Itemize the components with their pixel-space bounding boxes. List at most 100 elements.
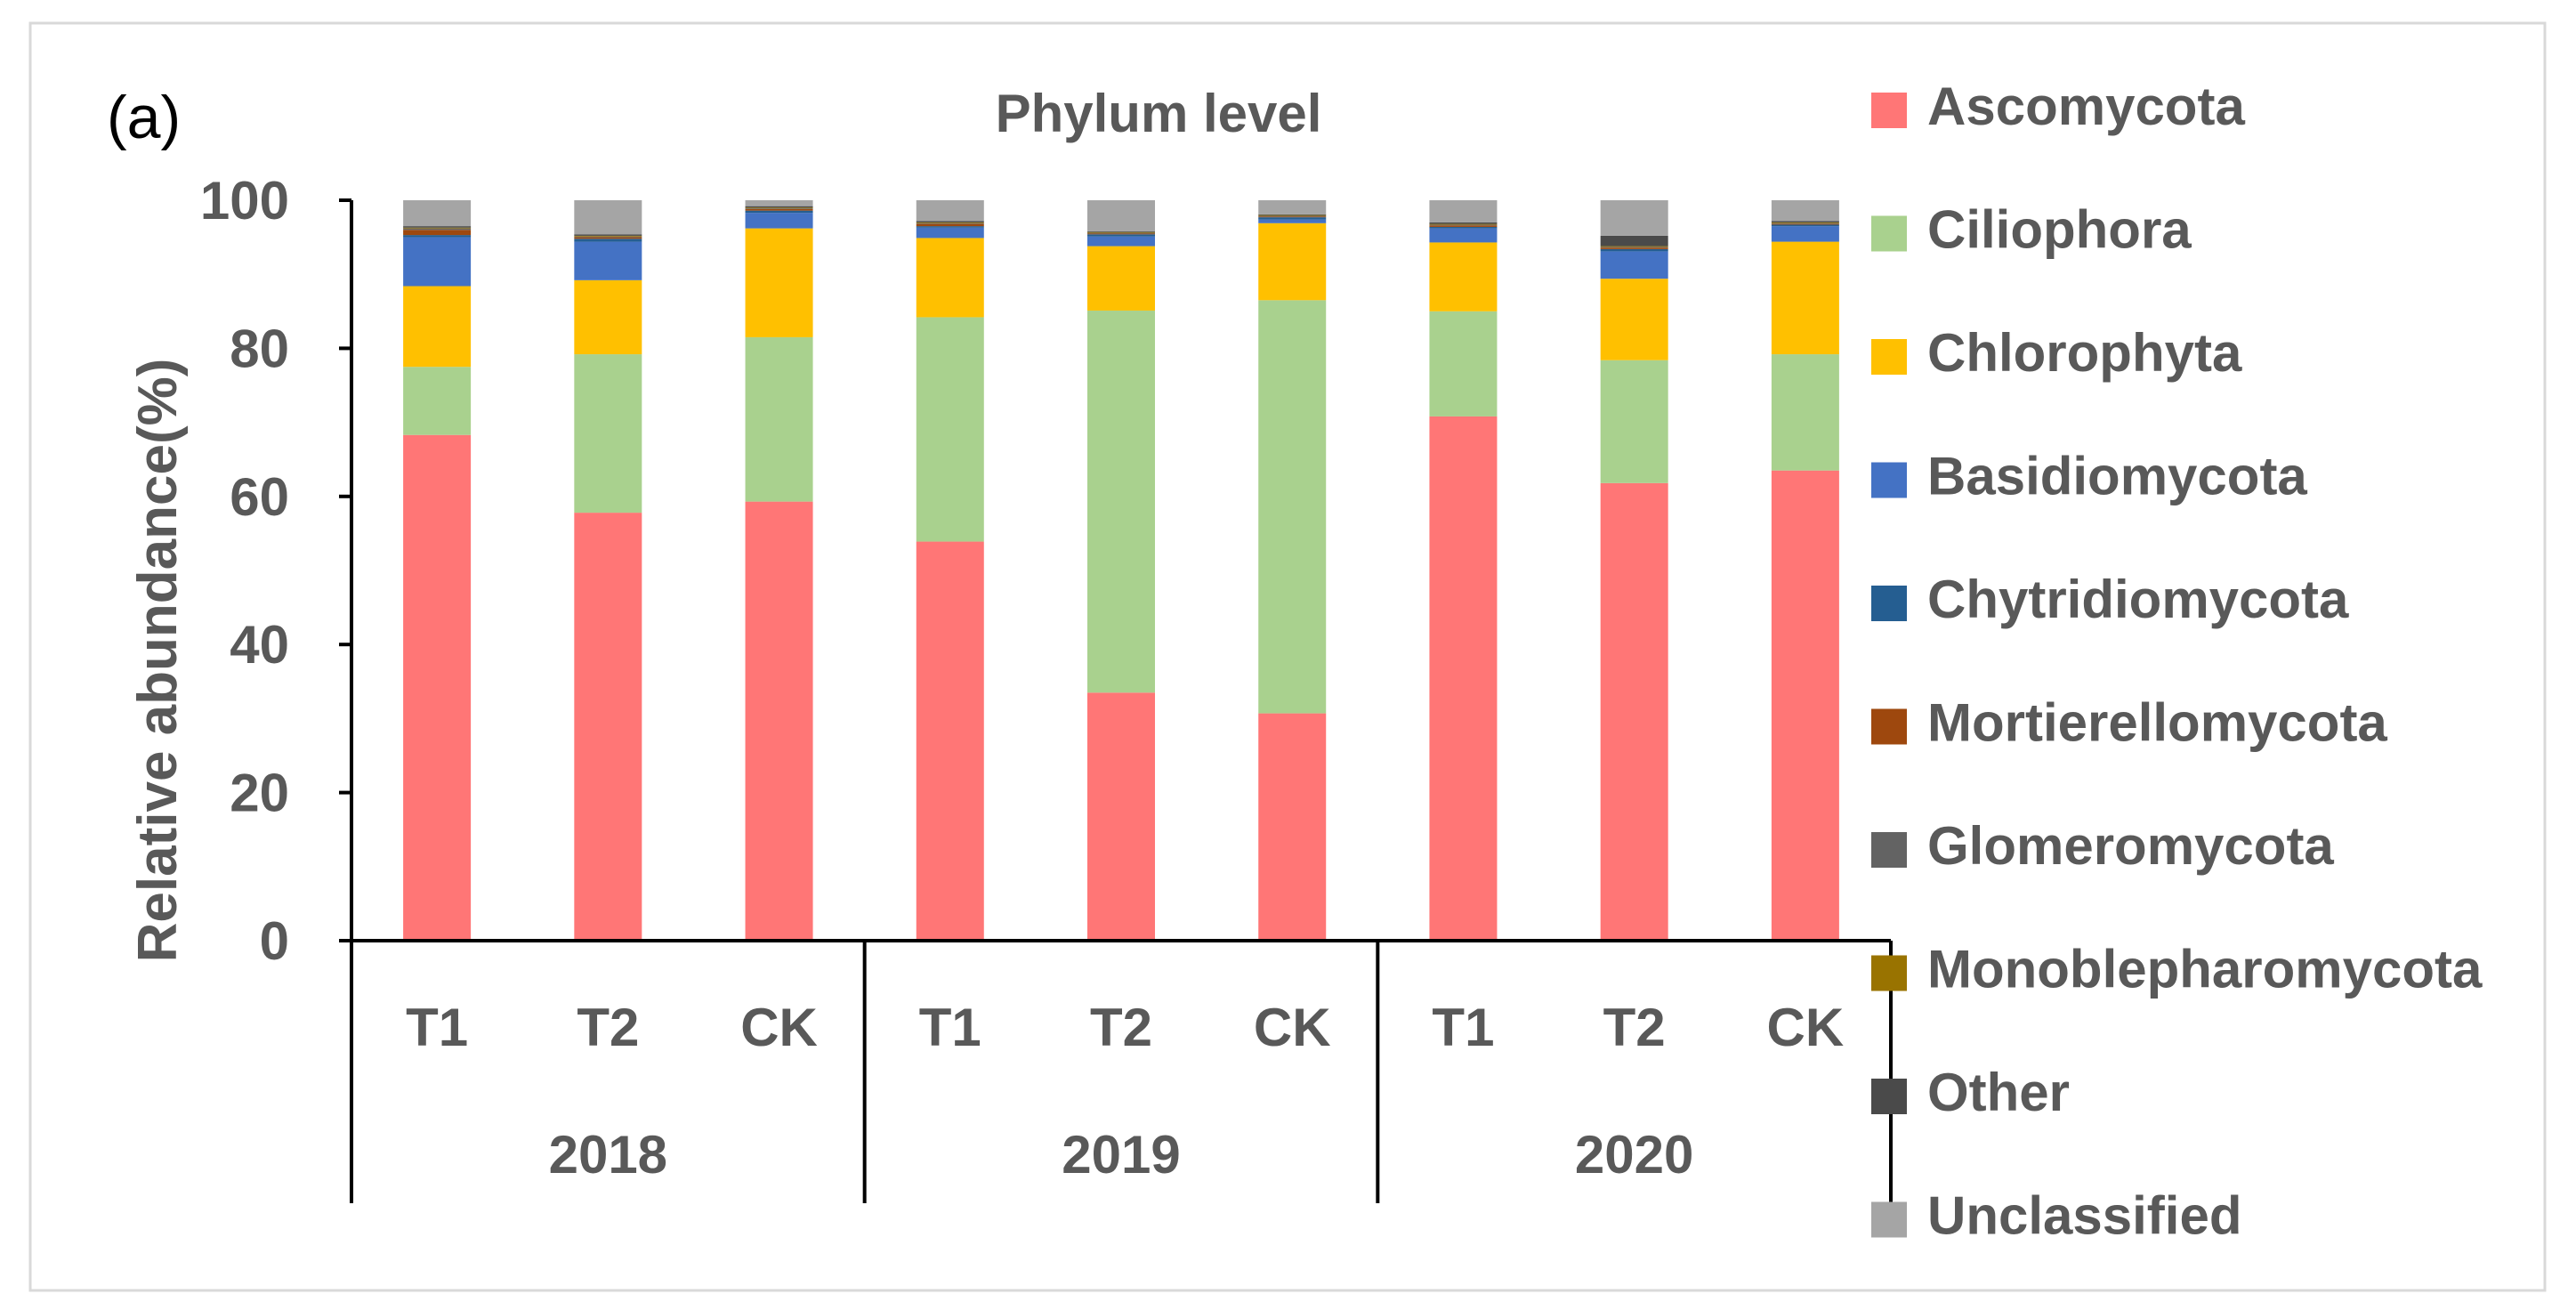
legend-label-ascomycota: Ascomycota bbox=[1927, 77, 2245, 136]
y-tick-label-100: 100 bbox=[200, 171, 289, 230]
legend-swatch-monoblepharomycota bbox=[1871, 955, 1907, 991]
bar-ciliophora-0 bbox=[403, 367, 472, 435]
bar-glomeromycota-3 bbox=[916, 222, 984, 224]
bar-monoblepharomycota-4 bbox=[1087, 231, 1155, 233]
bar-other-6 bbox=[1429, 222, 1498, 224]
bar-basidiomycota-1 bbox=[574, 241, 642, 280]
bar-ciliophora-3 bbox=[916, 317, 984, 542]
x-category-label-1: T2 bbox=[577, 998, 639, 1057]
x-category-label-2: CK bbox=[740, 998, 818, 1057]
y-tick-label-20: 20 bbox=[230, 764, 289, 823]
bar-chytridiomycota-1 bbox=[574, 239, 642, 242]
legend-label-ciliophora: Ciliophora bbox=[1927, 200, 2192, 260]
bar-glomeromycota-8 bbox=[1771, 222, 1839, 224]
legend-label-mortierellomycota: Mortierellomycota bbox=[1927, 693, 2387, 753]
bar-basidiomycota-2 bbox=[745, 213, 813, 229]
legend-swatch-other bbox=[1871, 1079, 1907, 1114]
legend-label-chytridiomycota: Chytridiomycota bbox=[1927, 570, 2349, 629]
bar-basidiomycota-0 bbox=[403, 237, 472, 287]
legend-swatch-chytridiomycota bbox=[1871, 586, 1907, 621]
y-tick-label-40: 40 bbox=[230, 615, 289, 675]
x-category-label-5: CK bbox=[1254, 998, 1331, 1057]
bar-ciliophora-6 bbox=[1429, 311, 1498, 416]
bar-mortierellomycota-7 bbox=[1600, 247, 1668, 249]
bar-ascomycota-1 bbox=[574, 513, 642, 941]
x-category-label-8: CK bbox=[1767, 998, 1845, 1057]
axes-layer: 0 20 40 60 80 100 T1 T2 CK T1 T2 CK T1 T2 CK 2018 2019 20… bbox=[200, 171, 1893, 1203]
bars-layer bbox=[403, 200, 1839, 941]
bar-chytridiomycota-6 bbox=[1429, 226, 1498, 229]
bar-mortierellomycota-8 bbox=[1771, 223, 1839, 225]
legend-label-other: Other bbox=[1927, 1063, 2070, 1122]
bar-monoblepharomycota-8 bbox=[1771, 222, 1839, 223]
x-group-label-2: 2020 bbox=[1575, 1125, 1693, 1185]
legend-label-chlorophyta: Chlorophyta bbox=[1927, 323, 2242, 383]
legend-swatch-basidiomycota bbox=[1871, 462, 1907, 498]
y-tick-label-80: 80 bbox=[230, 319, 289, 378]
bar-unclassified-8 bbox=[1771, 200, 1839, 222]
x-category-label-3: T1 bbox=[919, 998, 981, 1057]
legend-label-glomeromycota: Glomeromycota bbox=[1927, 816, 2334, 876]
bar-chytridiomycota-8 bbox=[1771, 224, 1839, 227]
legend-swatch-unclassified bbox=[1871, 1201, 1907, 1238]
bar-basidiomycota-8 bbox=[1771, 226, 1839, 242]
bar-glomeromycota-2 bbox=[745, 208, 813, 209]
x-category-label-4: T2 bbox=[1090, 998, 1152, 1057]
bar-basidiomycota-3 bbox=[916, 227, 984, 239]
legend-label-basidiomycota: Basidiomycota bbox=[1927, 447, 2307, 506]
legend-swatch-chlorophyta bbox=[1871, 339, 1907, 375]
bar-glomeromycota-0 bbox=[403, 228, 472, 230]
x-category-label-7: T2 bbox=[1603, 998, 1666, 1057]
bar-chytridiomycota-4 bbox=[1087, 234, 1155, 237]
bar-monoblepharomycota-5 bbox=[1258, 214, 1327, 216]
legend-swatch-mortierellomycota bbox=[1871, 708, 1907, 745]
bar-mortierellomycota-4 bbox=[1087, 233, 1155, 235]
bar-ascomycota-0 bbox=[403, 434, 472, 941]
y-tick-label-0: 0 bbox=[260, 911, 289, 971]
bar-unclassified-3 bbox=[916, 200, 984, 222]
bar-chlorophyta-0 bbox=[403, 286, 472, 368]
bar-chlorophyta-5 bbox=[1258, 222, 1327, 301]
bar-other-1 bbox=[574, 234, 642, 236]
bar-unclassified-6 bbox=[1429, 200, 1498, 222]
bar-basidiomycota-5 bbox=[1258, 219, 1327, 223]
x-group-label-0: 2018 bbox=[549, 1125, 667, 1185]
bar-unclassified-4 bbox=[1087, 200, 1155, 231]
bar-chlorophyta-6 bbox=[1429, 242, 1498, 311]
legend-label-unclassified: Unclassified bbox=[1927, 1186, 2241, 1246]
bar-chlorophyta-3 bbox=[916, 238, 984, 318]
bar-unclassified-1 bbox=[574, 200, 642, 235]
bar-ascomycota-5 bbox=[1258, 713, 1327, 941]
bar-monoblepharomycota-3 bbox=[916, 222, 984, 223]
bar-chytridiomycota-3 bbox=[916, 226, 984, 228]
bar-unclassified-7 bbox=[1600, 200, 1668, 236]
bar-other-0 bbox=[403, 226, 472, 228]
legend-swatch-glomeromycota bbox=[1871, 832, 1907, 868]
bar-ciliophora-4 bbox=[1087, 310, 1155, 693]
bar-mortierellomycota-2 bbox=[745, 208, 813, 211]
bar-glomeromycota-1 bbox=[574, 236, 642, 238]
bar-chlorophyta-4 bbox=[1087, 246, 1155, 311]
bar-mortierellomycota-6 bbox=[1429, 225, 1498, 227]
legend-label-monoblepharomycota: Monoblepharomycota bbox=[1927, 940, 2483, 999]
y-tick-label-60: 60 bbox=[230, 467, 289, 527]
bar-ascomycota-4 bbox=[1087, 692, 1155, 941]
bar-mortierellomycota-3 bbox=[916, 223, 984, 227]
bar-other-2 bbox=[745, 206, 813, 208]
bar-basidiomycota-4 bbox=[1087, 236, 1155, 247]
legend-swatch-ciliophora bbox=[1871, 215, 1907, 252]
bar-mortierellomycota-5 bbox=[1258, 216, 1327, 218]
x-category-label-6: T1 bbox=[1432, 998, 1494, 1057]
bar-chlorophyta-1 bbox=[574, 279, 642, 355]
bar-monoblepharomycota-1 bbox=[574, 235, 642, 237]
bar-ascomycota-7 bbox=[1600, 482, 1668, 941]
legend-swatch-ascomycota bbox=[1871, 93, 1907, 128]
bar-ascomycota-3 bbox=[916, 541, 984, 941]
bar-chlorophyta-7 bbox=[1600, 279, 1668, 360]
y-axis-label: Relative abundance(%) bbox=[127, 359, 189, 963]
bar-other-5 bbox=[1258, 214, 1327, 215]
panel-label: (a) bbox=[107, 84, 181, 151]
bar-ciliophora-7 bbox=[1600, 360, 1668, 483]
bar-chytridiomycota-5 bbox=[1258, 217, 1327, 220]
